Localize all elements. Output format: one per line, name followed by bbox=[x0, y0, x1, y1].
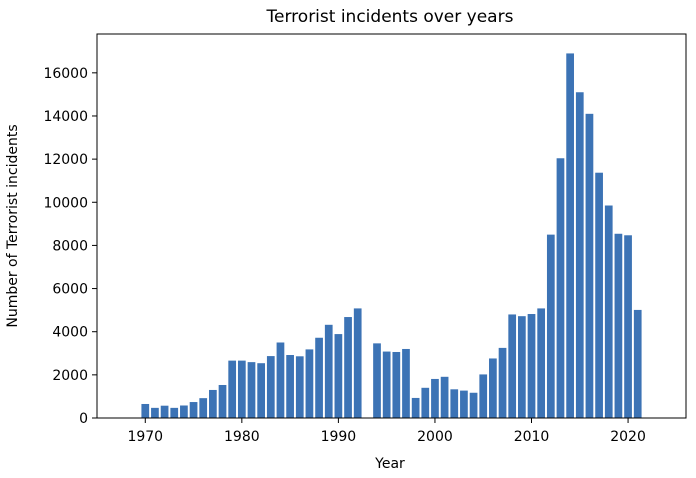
bar-1995 bbox=[382, 351, 391, 418]
bar-1975 bbox=[189, 402, 198, 418]
bar-1984 bbox=[276, 342, 285, 418]
bar-1996 bbox=[392, 351, 401, 418]
bar-1988 bbox=[315, 337, 323, 418]
y-tick-label-16000: 16000 bbox=[43, 66, 88, 82]
x-tick-label-2020: 2020 bbox=[610, 429, 646, 445]
bar-1974 bbox=[180, 405, 188, 418]
bar-1973 bbox=[170, 407, 179, 418]
bar-1979 bbox=[228, 360, 237, 418]
bar-1971 bbox=[151, 407, 159, 418]
bar-2018 bbox=[604, 205, 613, 418]
bar-1978 bbox=[218, 384, 227, 418]
bar-1999 bbox=[421, 387, 430, 418]
bar-2020 bbox=[624, 235, 632, 418]
x-tick-label-2000: 2000 bbox=[417, 429, 453, 445]
bar-1987 bbox=[305, 349, 314, 418]
bar-1970 bbox=[141, 403, 150, 418]
y-tick-label-12000: 12000 bbox=[43, 152, 88, 168]
bar-1992 bbox=[353, 308, 362, 418]
bar-1994 bbox=[373, 343, 381, 418]
y-tick-label-10000: 10000 bbox=[43, 195, 88, 211]
bar-1983 bbox=[266, 356, 275, 418]
bar-2009 bbox=[517, 316, 526, 418]
bar-2005 bbox=[479, 374, 488, 418]
y-tick-label-4000: 4000 bbox=[52, 325, 88, 341]
bar-2008 bbox=[508, 314, 517, 418]
bar-2010 bbox=[527, 314, 536, 418]
bar-2001 bbox=[440, 376, 449, 418]
bar-2017 bbox=[595, 172, 603, 418]
x-tick-label-1980: 1980 bbox=[224, 429, 260, 445]
bar-2012 bbox=[546, 234, 555, 418]
y-axis-label: Number of Terrorist incidents bbox=[5, 124, 21, 327]
bar-2021 bbox=[633, 309, 642, 418]
bar-1998 bbox=[411, 397, 420, 418]
y-axis-ticks: 0 2000 4000 6000 8000 10000 12000 14000 16000 bbox=[43, 66, 97, 427]
y-tick-label-0: 0 bbox=[79, 411, 88, 427]
bar-2004 bbox=[469, 392, 478, 418]
bar-1990 bbox=[334, 334, 343, 418]
bar-2013 bbox=[556, 158, 565, 418]
bar-1989 bbox=[324, 324, 333, 418]
chart-title: Terrorist incidents over years bbox=[266, 7, 514, 27]
x-tick-label-1970: 1970 bbox=[127, 429, 163, 445]
bar-1986 bbox=[295, 356, 304, 418]
bar-1985 bbox=[286, 355, 294, 418]
bar-2002 bbox=[450, 389, 459, 418]
bar-2011 bbox=[537, 308, 546, 418]
bar-2016 bbox=[585, 113, 594, 418]
y-tick-label-6000: 6000 bbox=[52, 282, 88, 298]
bar-2015 bbox=[575, 92, 584, 418]
bar-1991 bbox=[344, 317, 352, 418]
bars-group bbox=[141, 53, 642, 419]
x-axis-label: Year bbox=[374, 456, 405, 472]
bar-1977 bbox=[209, 389, 217, 418]
bar-1982 bbox=[257, 363, 266, 418]
bar-1980 bbox=[237, 360, 246, 418]
x-tick-label-1990: 1990 bbox=[321, 429, 357, 445]
x-tick-label-2010: 2010 bbox=[514, 429, 550, 445]
x-axis-ticks: 1970 1980 1990 2000 2010 2020 bbox=[127, 418, 646, 445]
bar-2014 bbox=[566, 53, 574, 419]
bar-1976 bbox=[199, 398, 208, 418]
y-tick-label-2000: 2000 bbox=[52, 368, 88, 384]
bar-2000 bbox=[431, 378, 439, 418]
bar-1972 bbox=[160, 405, 169, 418]
bar-1981 bbox=[247, 362, 256, 418]
plot-area-frame bbox=[96, 33, 687, 419]
y-tick-label-14000: 14000 bbox=[43, 109, 88, 125]
bar-2019 bbox=[614, 233, 623, 418]
bar-2006 bbox=[489, 358, 497, 418]
y-tick-label-8000: 8000 bbox=[52, 238, 88, 254]
bar-2007 bbox=[498, 347, 507, 418]
bar-1997 bbox=[402, 348, 410, 418]
bar-2003 bbox=[460, 390, 468, 418]
